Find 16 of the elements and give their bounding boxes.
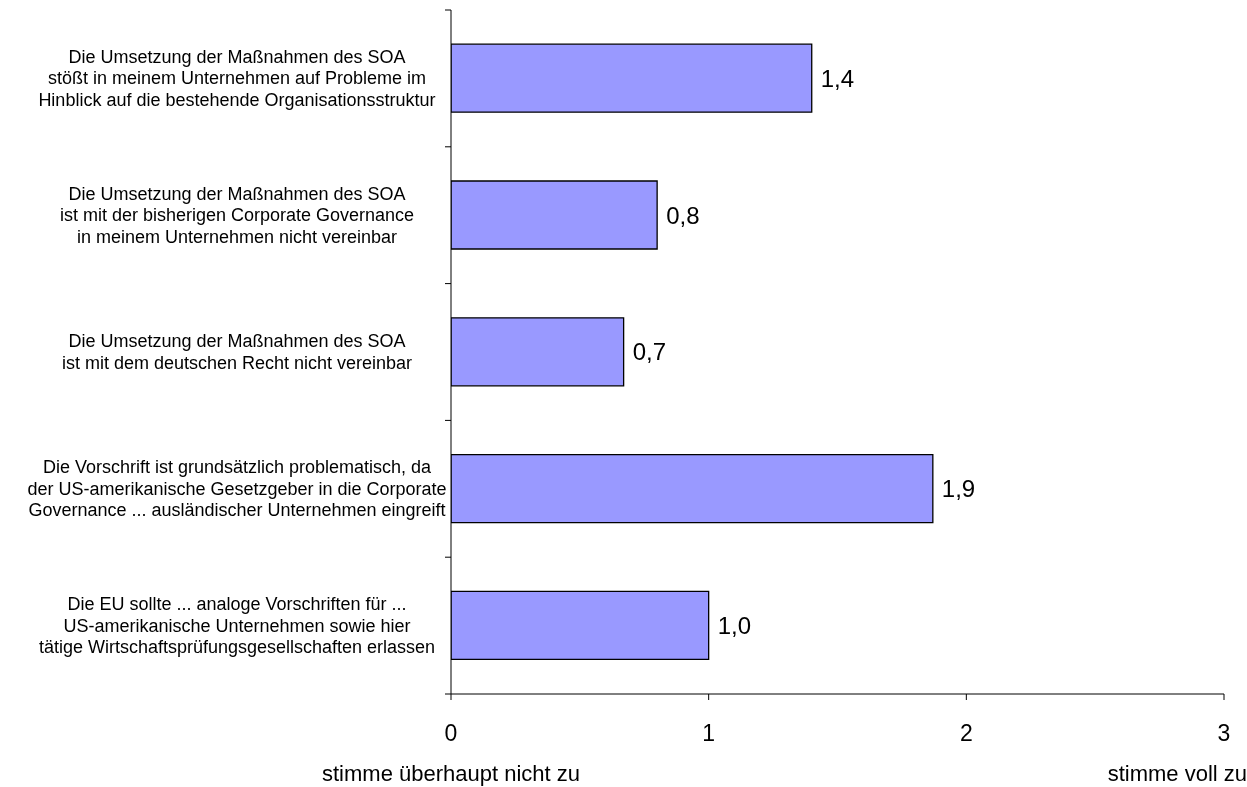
data-label: 1,9	[941, 475, 976, 503]
x-tick-label: 1	[702, 720, 716, 747]
data-label: 1,0	[717, 611, 752, 639]
text: stimme überhaupt nicht zu	[321, 761, 581, 786]
y-tick-label: Die Umsetzung der Maßnahmen des SOA ist mit dem deutschen Recht nicht vereinbar	[61, 331, 413, 373]
data-label: 1,4	[820, 64, 855, 92]
x-tick-label: 0	[444, 720, 458, 747]
x-tick-label: 3	[1217, 720, 1231, 747]
data-label: 0,7	[632, 338, 667, 366]
text: stimme voll zu	[1107, 761, 1247, 786]
y-tick-label: Die Umsetzung der Maßnahmen des SOA ist mit der bisherigen Corporate Governance in meinem Unternehmen nicht vereinbar	[59, 183, 415, 247]
y-tick-label: Die EU sollte ... analoge Vorschriften für ... US-amerikanische Unternehmen sowie hier tätige Wirtschaftsprüfungsgesellschaften erlassen	[38, 594, 436, 658]
y-tick-label: Die Vorschrift ist grundsätzlich problematisch, da der US-amerikanische Gesetzgeber in die Corporate Governance ... ausländischer Unternehmen eingreift	[27, 457, 447, 521]
data-label: 0,8	[666, 201, 700, 229]
x-tick-label: 2	[959, 720, 973, 747]
y-tick-label: Die Umsetzung der Maßnahmen des SOA stößt in meinem Unternehmen auf Probleme im Hinblick auf die bestehende Organisationsstruktur	[38, 46, 436, 110]
